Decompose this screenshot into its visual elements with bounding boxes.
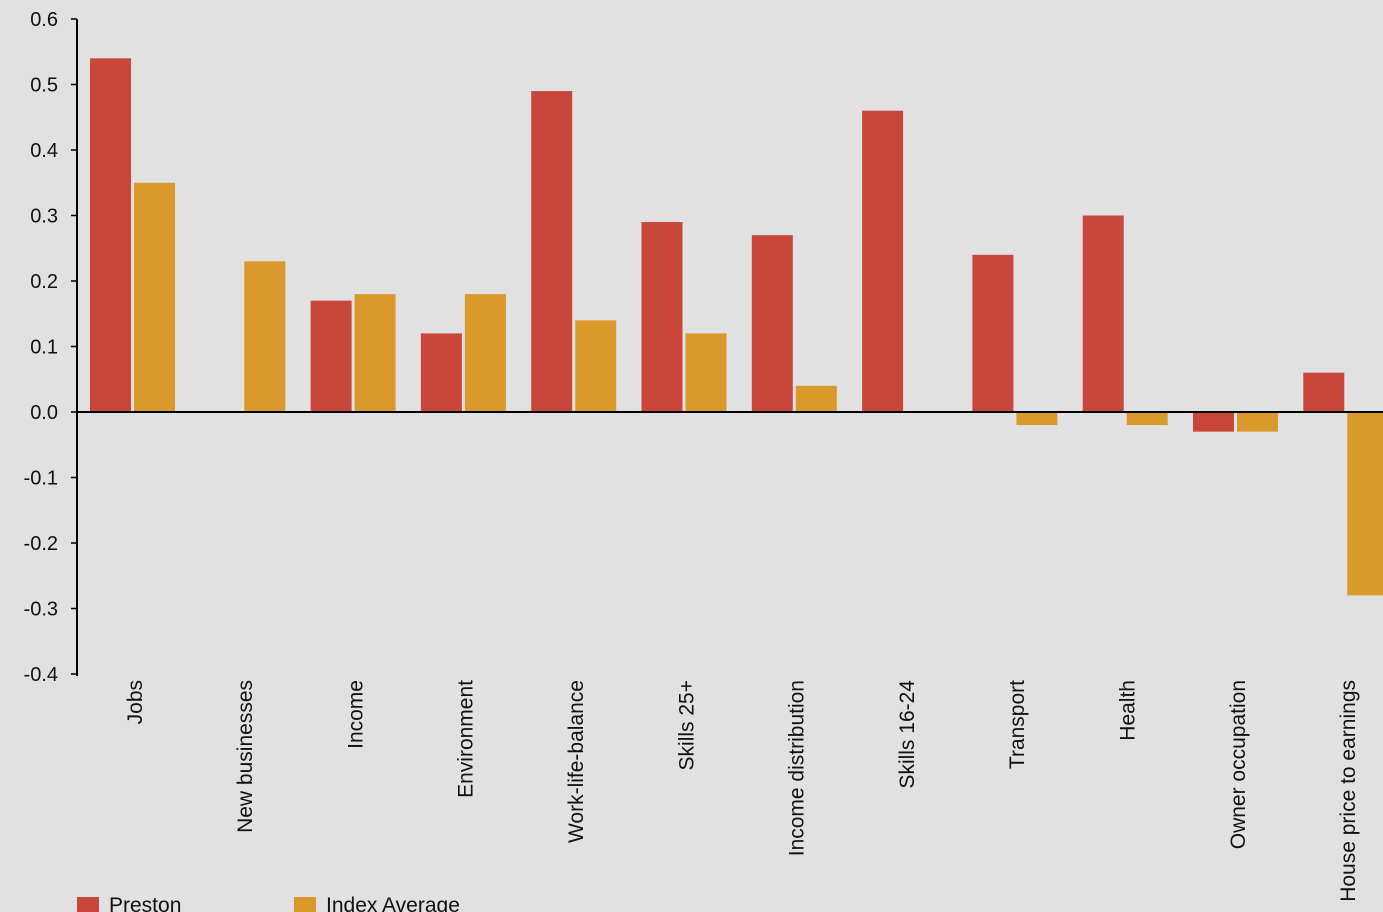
x-tick-label: Income distribution (786, 680, 809, 856)
x-tick-label: Owner occupation (1227, 680, 1250, 849)
bar-preston (972, 254, 1014, 412)
bar-preston (641, 222, 683, 412)
bar-preston (1303, 372, 1345, 412)
legend-label: Preston (109, 894, 181, 912)
bars (90, 58, 1383, 596)
x-tick-label: Work-life-balance (565, 680, 588, 843)
bar-preston (1082, 215, 1124, 412)
x-tick-label: Skills 16-24 (896, 680, 919, 789)
x-tick-label: Income (344, 680, 367, 749)
y-tick-label: 0.5 (30, 75, 58, 97)
bar-preston (862, 110, 904, 412)
bar-preston (310, 300, 352, 412)
y-axis-ticks: 0.6 0.5 0.4 0.3 0.2 0.1 0.0 -0.1 -0.2 -0.3 -0.4 (24, 9, 77, 686)
y-tick-label: -0.3 (24, 599, 58, 621)
y-tick-label: 0.0 (30, 402, 58, 424)
bar-preston (531, 91, 573, 413)
x-tick-label: Jobs (124, 680, 147, 724)
y-tick-label: 0.2 (30, 271, 58, 293)
y-tick-label: -0.1 (24, 468, 58, 490)
bar-index-average (575, 320, 617, 412)
bar-index-average (244, 261, 286, 412)
x-tick-label: Transport (1006, 680, 1029, 769)
legend-swatch (77, 897, 99, 912)
legend: Preston Index Average (77, 894, 460, 912)
x-tick-label: House price to earnings (1337, 680, 1360, 902)
bar-index-average (795, 385, 837, 412)
y-tick-label: 0.1 (30, 337, 58, 359)
bar-preston (90, 58, 131, 413)
y-tick-label: -0.2 (24, 533, 58, 555)
bar-preston (1193, 412, 1234, 432)
bar-index-average (464, 294, 506, 412)
bar-index-average (134, 182, 175, 412)
y-tick-label: 0.4 (30, 140, 58, 162)
y-tick-label: 0.6 (30, 9, 58, 31)
x-tick-label: Skills 25+ (675, 680, 698, 770)
y-tick-label: -0.4 (24, 664, 58, 686)
bar-index-average (354, 294, 396, 412)
bar-index-average (1237, 412, 1278, 432)
x-axis-labels: Jobs New businesses Income Environment Work-… (124, 680, 1360, 902)
y-tick-label: 0.3 (30, 206, 58, 228)
bar-preston (751, 235, 793, 412)
bar-index-average (1016, 412, 1058, 426)
bar-index-average (685, 333, 727, 412)
x-tick-label: Environment (455, 680, 478, 798)
bar-index-average (1347, 412, 1383, 596)
legend-swatch (294, 897, 316, 912)
x-tick-label: New businesses (234, 680, 257, 833)
legend-label: Index Average (326, 894, 460, 912)
bar-preston (420, 333, 462, 412)
bar-index-average (1126, 412, 1168, 426)
x-tick-label: Health (1117, 680, 1140, 741)
